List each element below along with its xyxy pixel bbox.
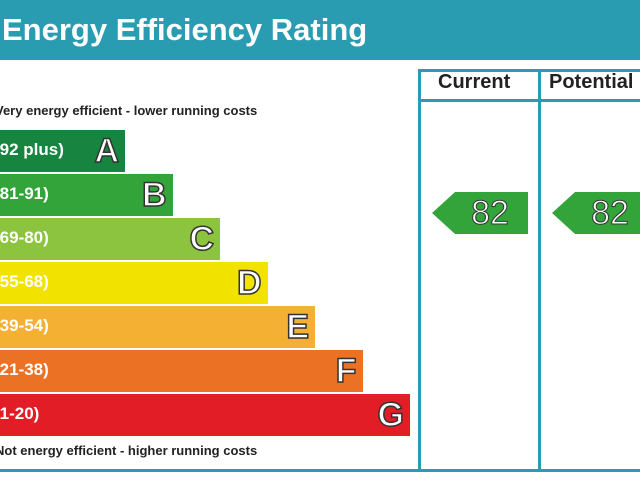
rating-band: (55-68) D — [0, 262, 268, 304]
title: Energy Efficiency Rating — [2, 12, 368, 47]
frame-line — [418, 69, 640, 72]
rating-band: (39-54) E — [0, 306, 315, 348]
frame-line — [418, 99, 640, 102]
frame-line — [0, 469, 640, 472]
rating-arrow: 82 — [552, 192, 640, 234]
frame-line — [418, 69, 421, 472]
band-letter: A — [94, 131, 120, 171]
band-range: (81-91) — [0, 184, 49, 203]
band-letter: G — [377, 395, 405, 435]
band-range: (69-80) — [0, 228, 49, 247]
column-header: Potential — [549, 71, 634, 93]
band-letter: B — [141, 175, 167, 215]
frame-line — [538, 69, 541, 472]
band-range: (39-54) — [0, 316, 49, 335]
column-header: Current — [438, 71, 511, 93]
rating-band: (69-80) C — [0, 218, 220, 260]
rating-band: (1-20) G — [0, 394, 410, 436]
rating-value: 82 — [471, 194, 510, 233]
band-letter: C — [189, 219, 215, 259]
band-range: (92 plus) — [0, 140, 64, 159]
rating-band: (21-38) F — [0, 350, 363, 392]
band-range: (1-20) — [0, 404, 40, 423]
rating-band: (92 plus) A — [0, 130, 125, 172]
rating-arrow: 82 — [432, 192, 528, 234]
title-bar — [0, 0, 640, 60]
rating-value: 82 — [591, 194, 630, 233]
top-note: Very energy efficient - lower running co… — [0, 103, 258, 118]
band-range: (55-68) — [0, 272, 49, 291]
band-range: (21-38) — [0, 360, 49, 379]
band-letter: D — [236, 263, 262, 303]
band-letter: E — [286, 307, 310, 347]
rating-band: (81-91) B — [0, 174, 173, 216]
bottom-note: Not energy efficient - higher running co… — [0, 443, 258, 458]
band-letter: F — [335, 351, 357, 391]
